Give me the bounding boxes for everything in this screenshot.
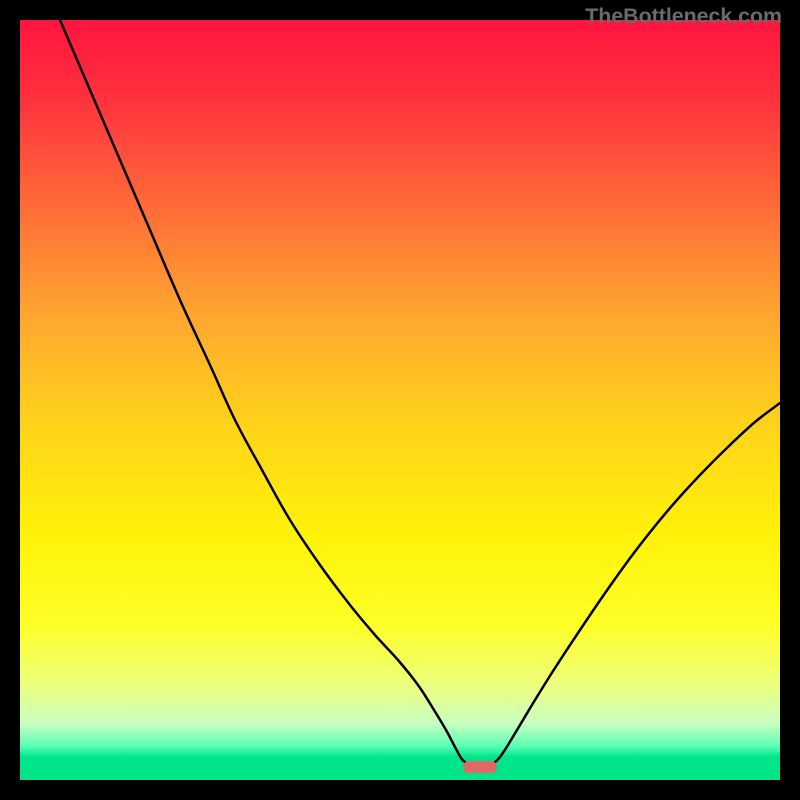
- right-curve: [495, 403, 780, 762]
- bottleneck-curves: [20, 20, 780, 780]
- watermark-text: TheBottleneck.com: [585, 4, 782, 29]
- chart-container: TheBottleneck.com: [0, 0, 800, 800]
- left-curve: [60, 20, 465, 762]
- bottom-marker: [463, 761, 497, 773]
- plot-area: [20, 20, 780, 780]
